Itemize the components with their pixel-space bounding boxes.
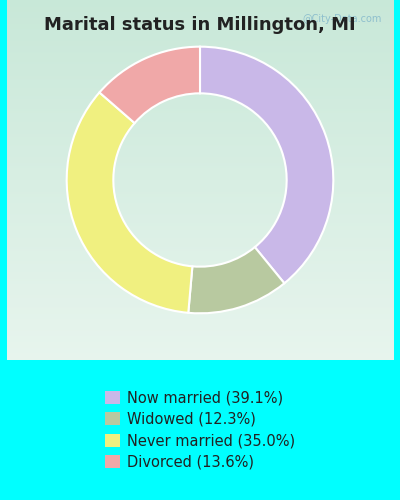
- Wedge shape: [100, 46, 200, 123]
- Legend: Now married (39.1%), Widowed (12.3%), Never married (35.0%), Divorced (13.6%): Now married (39.1%), Widowed (12.3%), Ne…: [99, 384, 301, 476]
- Wedge shape: [188, 247, 284, 314]
- Wedge shape: [67, 92, 192, 313]
- Wedge shape: [200, 46, 333, 284]
- Text: @City-Data.com: @City-Data.com: [302, 14, 382, 24]
- Text: Marital status in Millington, MI: Marital status in Millington, MI: [44, 16, 356, 34]
